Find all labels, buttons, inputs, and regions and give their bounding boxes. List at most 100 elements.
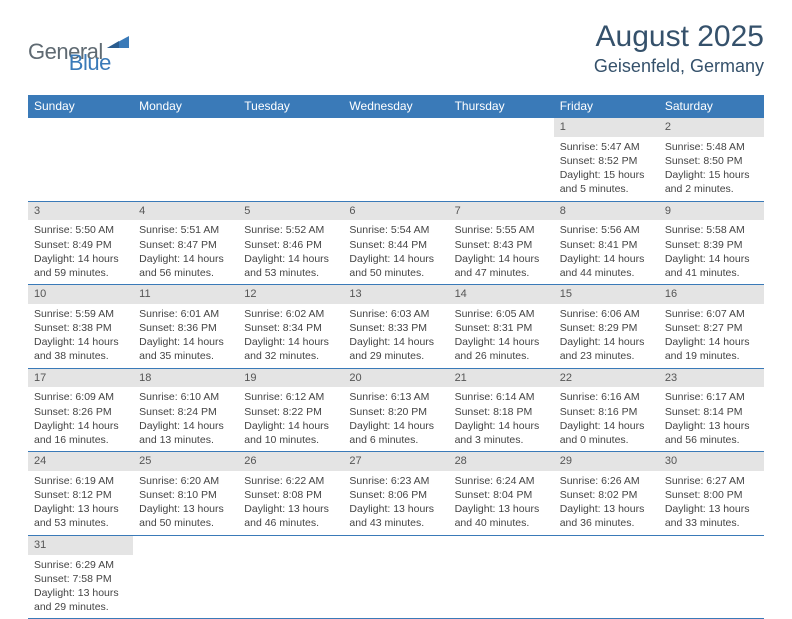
day-detail-line: Sunrise: 5:47 AM <box>560 140 653 154</box>
day-detail-line: Daylight: 14 hours and 50 minutes. <box>349 252 442 280</box>
day-number: 13 <box>343 285 448 304</box>
day-number: 31 <box>28 536 133 555</box>
day-detail-line: Daylight: 14 hours and 16 minutes. <box>34 419 127 447</box>
calendar-cell: . <box>133 535 238 619</box>
calendar-cell: . <box>659 535 764 619</box>
calendar-cell: 14Sunrise: 6:05 AMSunset: 8:31 PMDayligh… <box>449 285 554 369</box>
day-detail-line: Daylight: 14 hours and 35 minutes. <box>139 335 232 363</box>
day-detail-line: Sunrise: 6:03 AM <box>349 307 442 321</box>
calendar-week: 1Sunrise: 5:47 AMSunset: 8:52 PMDaylight… <box>28 118 764 202</box>
calendar-cell: 25Sunrise: 6:20 AMSunset: 8:10 PMDayligh… <box>133 452 238 536</box>
calendar-cell: . <box>554 535 659 619</box>
day-detail-line: Sunrise: 6:02 AM <box>244 307 337 321</box>
day-detail-line: Sunrise: 6:10 AM <box>139 390 232 404</box>
day-header: Sunday <box>28 95 133 118</box>
day-detail-line: Sunset: 8:41 PM <box>560 238 653 252</box>
title-block: August 2025 Geisenfeld, Germany <box>594 20 764 77</box>
day-details: Sunrise: 5:59 AMSunset: 8:38 PMDaylight:… <box>28 304 133 368</box>
day-detail-line: Sunrise: 6:09 AM <box>34 390 127 404</box>
calendar-cell <box>133 118 238 202</box>
calendar-body: 1Sunrise: 5:47 AMSunset: 8:52 PMDaylight… <box>28 118 764 619</box>
day-detail-line: Sunset: 8:06 PM <box>349 488 442 502</box>
day-number: 29 <box>554 452 659 471</box>
calendar-cell: 7Sunrise: 5:55 AMSunset: 8:43 PMDaylight… <box>449 201 554 285</box>
day-detail-line: Daylight: 14 hours and 10 minutes. <box>244 419 337 447</box>
day-detail-line: Daylight: 14 hours and 59 minutes. <box>34 252 127 280</box>
day-details: Sunrise: 5:48 AMSunset: 8:50 PMDaylight:… <box>659 137 764 201</box>
day-detail-line: Sunset: 8:38 PM <box>34 321 127 335</box>
logo-text-blue: Blue <box>69 50 111 76</box>
day-number: 3 <box>28 202 133 221</box>
day-number: 19 <box>238 369 343 388</box>
calendar-cell <box>28 118 133 202</box>
day-detail-line: Sunrise: 5:48 AM <box>665 140 758 154</box>
calendar-cell: 17Sunrise: 6:09 AMSunset: 8:26 PMDayligh… <box>28 368 133 452</box>
day-number: 14 <box>449 285 554 304</box>
day-detail-line: Sunset: 8:50 PM <box>665 154 758 168</box>
day-number: 9 <box>659 202 764 221</box>
day-detail-line: Sunrise: 5:54 AM <box>349 223 442 237</box>
day-detail-line: Daylight: 14 hours and 41 minutes. <box>665 252 758 280</box>
calendar-cell: 18Sunrise: 6:10 AMSunset: 8:24 PMDayligh… <box>133 368 238 452</box>
logo: General Blue <box>28 28 111 76</box>
day-detail-line: Sunrise: 5:51 AM <box>139 223 232 237</box>
day-detail-line: Daylight: 14 hours and 32 minutes. <box>244 335 337 363</box>
day-detail-line: Sunset: 8:16 PM <box>560 405 653 419</box>
day-number: 23 <box>659 369 764 388</box>
day-details: Sunrise: 6:22 AMSunset: 8:08 PMDaylight:… <box>238 471 343 535</box>
day-detail-line: Sunset: 7:58 PM <box>34 572 127 586</box>
day-number: 4 <box>133 202 238 221</box>
day-detail-line: Daylight: 14 hours and 29 minutes. <box>349 335 442 363</box>
day-detail-line: Sunset: 8:36 PM <box>139 321 232 335</box>
day-number: 6 <box>343 202 448 221</box>
calendar-cell: . <box>238 535 343 619</box>
day-detail-line: Sunset: 8:47 PM <box>139 238 232 252</box>
day-header-row: SundayMondayTuesdayWednesdayThursdayFrid… <box>28 95 764 118</box>
calendar-cell: 12Sunrise: 6:02 AMSunset: 8:34 PMDayligh… <box>238 285 343 369</box>
day-details: Sunrise: 6:03 AMSunset: 8:33 PMDaylight:… <box>343 304 448 368</box>
day-detail-line: Sunset: 8:04 PM <box>455 488 548 502</box>
day-header: Saturday <box>659 95 764 118</box>
day-detail-line: Sunset: 8:20 PM <box>349 405 442 419</box>
day-detail-line: Daylight: 14 hours and 56 minutes. <box>139 252 232 280</box>
day-details: Sunrise: 5:58 AMSunset: 8:39 PMDaylight:… <box>659 220 764 284</box>
day-detail-line: Daylight: 13 hours and 40 minutes. <box>455 502 548 530</box>
day-detail-line: Sunset: 8:22 PM <box>244 405 337 419</box>
day-detail-line: Sunrise: 5:58 AM <box>665 223 758 237</box>
day-detail-line: Sunset: 8:31 PM <box>455 321 548 335</box>
day-detail-line: Sunrise: 6:29 AM <box>34 558 127 572</box>
day-detail-line: Sunrise: 6:16 AM <box>560 390 653 404</box>
day-detail-line: Daylight: 14 hours and 44 minutes. <box>560 252 653 280</box>
day-number: 30 <box>659 452 764 471</box>
calendar-table: SundayMondayTuesdayWednesdayThursdayFrid… <box>28 95 764 619</box>
day-header: Thursday <box>449 95 554 118</box>
calendar-week: 24Sunrise: 6:19 AMSunset: 8:12 PMDayligh… <box>28 452 764 536</box>
day-detail-line: Sunrise: 6:17 AM <box>665 390 758 404</box>
day-detail-line: Sunrise: 5:52 AM <box>244 223 337 237</box>
day-number: 21 <box>449 369 554 388</box>
day-detail-line: Daylight: 14 hours and 23 minutes. <box>560 335 653 363</box>
calendar-cell: 5Sunrise: 5:52 AMSunset: 8:46 PMDaylight… <box>238 201 343 285</box>
day-number: 17 <box>28 369 133 388</box>
day-detail-line: Daylight: 14 hours and 53 minutes. <box>244 252 337 280</box>
day-details: Sunrise: 6:27 AMSunset: 8:00 PMDaylight:… <box>659 471 764 535</box>
day-detail-line: Daylight: 14 hours and 38 minutes. <box>34 335 127 363</box>
day-detail-line: Sunset: 8:00 PM <box>665 488 758 502</box>
day-number: 27 <box>343 452 448 471</box>
day-detail-line: Daylight: 13 hours and 50 minutes. <box>139 502 232 530</box>
day-detail-line: Sunrise: 6:24 AM <box>455 474 548 488</box>
day-detail-line: Daylight: 13 hours and 56 minutes. <box>665 419 758 447</box>
calendar-cell: 15Sunrise: 6:06 AMSunset: 8:29 PMDayligh… <box>554 285 659 369</box>
day-detail-line: Sunset: 8:52 PM <box>560 154 653 168</box>
day-detail-line: Daylight: 13 hours and 36 minutes. <box>560 502 653 530</box>
day-detail-line: Daylight: 13 hours and 33 minutes. <box>665 502 758 530</box>
day-number: 1 <box>554 118 659 137</box>
day-details: Sunrise: 6:16 AMSunset: 8:16 PMDaylight:… <box>554 387 659 451</box>
day-detail-line: Sunset: 8:08 PM <box>244 488 337 502</box>
day-detail-line: Daylight: 14 hours and 47 minutes. <box>455 252 548 280</box>
day-detail-line: Sunset: 8:34 PM <box>244 321 337 335</box>
day-detail-line: Sunrise: 6:23 AM <box>349 474 442 488</box>
day-details: Sunrise: 5:55 AMSunset: 8:43 PMDaylight:… <box>449 220 554 284</box>
day-header: Friday <box>554 95 659 118</box>
day-details: Sunrise: 5:47 AMSunset: 8:52 PMDaylight:… <box>554 137 659 201</box>
